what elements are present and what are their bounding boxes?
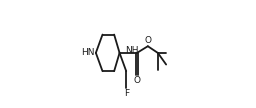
Text: F: F xyxy=(124,89,129,98)
Text: NH: NH xyxy=(125,46,139,55)
Text: O: O xyxy=(134,76,141,85)
Text: O: O xyxy=(144,36,151,45)
Text: HN: HN xyxy=(81,48,95,57)
